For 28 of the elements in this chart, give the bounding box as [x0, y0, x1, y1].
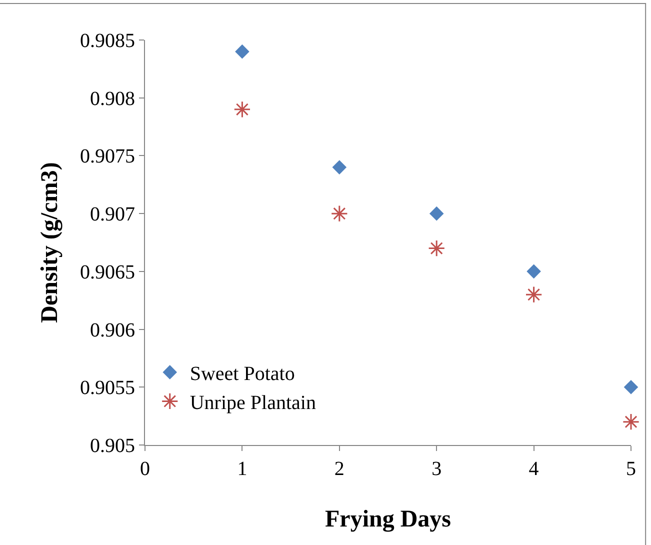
x-tick-label: 0 — [140, 458, 150, 480]
y-tick-label: 0.905 — [90, 435, 135, 457]
point — [234, 100, 251, 118]
point — [235, 44, 250, 59]
x-axis-title: Frying Days — [325, 506, 451, 532]
x-tick-label: 4 — [528, 458, 539, 480]
point — [330, 205, 348, 222]
point — [525, 286, 542, 304]
point — [624, 380, 638, 394]
y-tick-label: 0.908 — [90, 88, 135, 110]
y-tick-label: 0.9085 — [80, 30, 135, 52]
y-tick-label: 0.9065 — [80, 261, 135, 284]
legend-label: Sweet Potato — [190, 363, 295, 385]
point — [622, 413, 640, 430]
y-axis-title: Density (g/cm3) — [37, 162, 64, 323]
point — [429, 206, 444, 221]
point — [332, 160, 347, 174]
point — [428, 240, 446, 257]
legend-label: Unripe Plantain — [190, 392, 316, 414]
x-tick-label: 5 — [626, 458, 636, 480]
x-tick-label: 1 — [237, 458, 248, 480]
point — [526, 264, 541, 279]
y-tick-label: 0.907 — [90, 204, 135, 226]
y-tick-label: 0.9075 — [80, 146, 135, 168]
y-tick-label: 0.906 — [90, 319, 135, 342]
x-tick-label: 2 — [334, 458, 344, 480]
x-tick-label: 3 — [432, 458, 442, 480]
y-tick-label: 0.9055 — [80, 377, 135, 400]
